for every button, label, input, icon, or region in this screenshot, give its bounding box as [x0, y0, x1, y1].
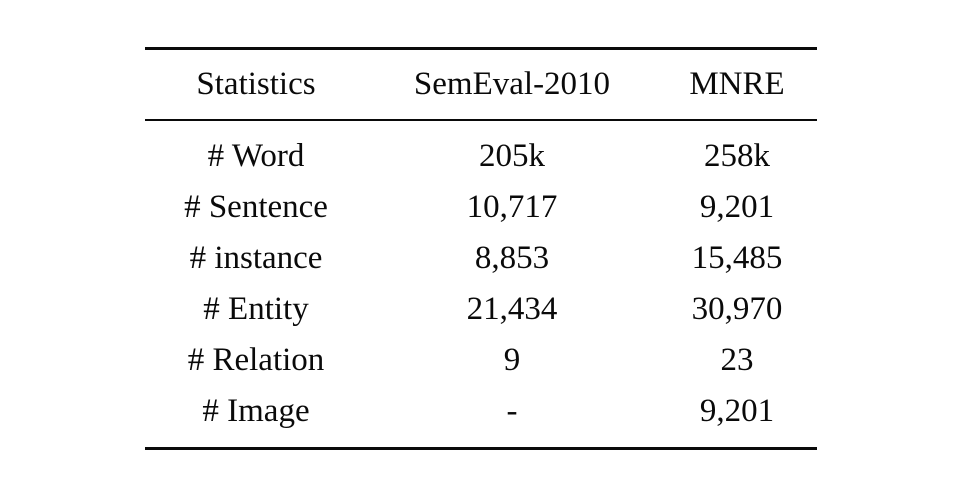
mnre-value: 9,201	[699, 189, 775, 225]
column-header-statistics: Statistics	[196, 66, 316, 102]
row-label: # Image	[202, 393, 310, 429]
table-row-sentence: # Sentence 10,717 9,201	[145, 182, 817, 233]
mnre-value: 23	[720, 342, 754, 378]
table-row-instance: # instance 8,853 15,485	[145, 233, 817, 284]
header-divider-rule	[145, 119, 817, 121]
mnre-value: 9,201	[699, 393, 775, 429]
mnre-value: 258k	[704, 138, 770, 174]
mnre-value: 15,485	[691, 240, 783, 276]
semeval-value: 9	[503, 342, 521, 378]
mnre-value: 30,970	[691, 291, 783, 327]
semeval-value: 8,853	[474, 240, 550, 276]
column-header-mnre: MNRE	[689, 66, 785, 102]
row-label: # instance	[189, 240, 323, 276]
row-label: # Sentence	[184, 189, 328, 225]
table-row-relation: # Relation 9 23	[145, 335, 817, 386]
row-label: # Word	[207, 138, 305, 174]
table-row-entity: # Entity 21,434 30,970	[145, 284, 817, 335]
dataset-statistics-table: Statistics SemEval-2010 MNRE # Word 205k…	[145, 47, 817, 450]
row-label: # Relation	[187, 342, 325, 378]
table-header-row: Statistics SemEval-2010 MNRE	[145, 50, 817, 119]
semeval-value: 10,717	[466, 189, 558, 225]
table-row-image: # Image - 9,201	[145, 386, 817, 437]
semeval-value: 21,434	[466, 291, 558, 327]
row-label: # Entity	[203, 291, 309, 327]
table-body: # Word 205k 258k # Sentence 10,717 9,201…	[145, 121, 817, 447]
table-row-word: # Word 205k 258k	[145, 131, 817, 182]
semeval-value: -	[506, 393, 518, 429]
semeval-value: 205k	[479, 138, 545, 174]
column-header-semeval-2010: SemEval-2010	[413, 66, 611, 102]
